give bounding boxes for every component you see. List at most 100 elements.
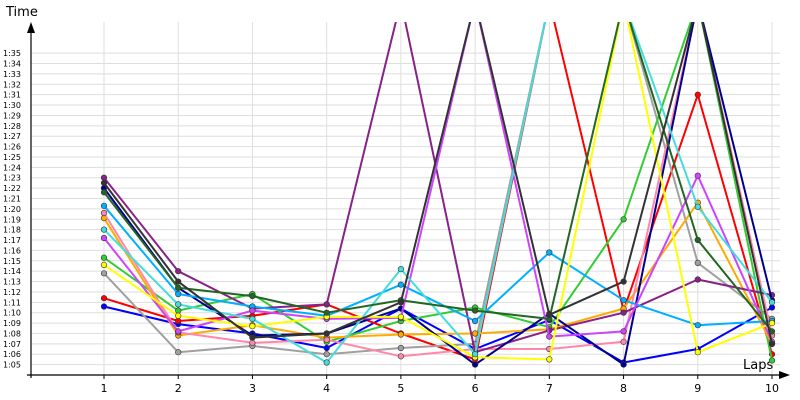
y-tick-label: 1:11 [3, 298, 21, 307]
axes: Time Laps [5, 5, 790, 379]
data-point [323, 351, 330, 358]
y-tick-label: 1:24 [3, 163, 21, 172]
y-tick-label: 1:17 [3, 236, 21, 245]
x-tick-label: 4 [323, 382, 330, 395]
data-point [175, 328, 182, 335]
data-point [472, 361, 479, 368]
data-point [397, 266, 405, 273]
data-point [100, 202, 108, 209]
y-tick-label: 1:33 [3, 70, 21, 79]
series-layer [100, 22, 776, 368]
data-point [100, 189, 108, 196]
y-tick-label: 1:31 [3, 91, 21, 100]
data-point [768, 340, 776, 348]
data-point [100, 261, 108, 269]
y-tick-label: 1:16 [3, 246, 21, 255]
data-point [249, 323, 256, 330]
x-tick-label: 6 [472, 382, 479, 395]
y-axis-arrow [27, 22, 35, 33]
series-line [103, 22, 773, 361]
data-point [175, 301, 182, 308]
data-point [397, 344, 405, 352]
y-tick-label: 1:05 [3, 361, 21, 370]
y-tick-label: 1:30 [3, 101, 21, 110]
y-tick-label: 1:06 [3, 350, 21, 359]
data-point [620, 278, 627, 285]
data-point [249, 307, 256, 314]
data-point [100, 179, 108, 186]
data-point [100, 270, 108, 277]
x-tick-label: 7 [546, 382, 553, 395]
y-tick-label: 1:09 [3, 319, 21, 328]
y-tick-label: 1:13 [3, 278, 21, 287]
y-tick-label: 1:12 [3, 288, 21, 297]
y-tick-label: 1:14 [3, 267, 21, 276]
data-point [620, 361, 627, 368]
series-14 [100, 22, 776, 348]
series-line [103, 22, 773, 333]
data-point [694, 276, 701, 283]
grid [31, 22, 780, 375]
y-tick-label: 1:34 [3, 60, 21, 69]
y-tick-label: 1:19 [3, 215, 21, 224]
data-point [175, 268, 182, 275]
y-tick-label: 1:32 [3, 80, 21, 89]
data-point [620, 297, 627, 304]
data-point [323, 309, 330, 316]
data-point [100, 295, 108, 302]
series-line [103, 22, 773, 345]
x-tick-label: 8 [620, 382, 627, 395]
series-line [103, 22, 773, 358]
x-axis-arrow [779, 371, 790, 379]
y-tick-label: 1:35 [3, 49, 21, 58]
data-point [249, 334, 256, 341]
data-point [175, 307, 182, 314]
data-point [249, 293, 256, 300]
y-tick-label: 1:27 [3, 132, 21, 141]
data-point [397, 299, 405, 306]
y-tick-label: 1:18 [3, 226, 21, 235]
data-point [397, 353, 405, 360]
y-tick-label: 1:20 [3, 205, 21, 214]
series-line [103, 305, 773, 364]
series-line [103, 22, 773, 354]
series-line [103, 22, 773, 356]
data-point [694, 322, 701, 329]
data-point [768, 299, 776, 306]
data-point [175, 278, 182, 285]
data-point [100, 234, 108, 242]
x-tick-label: 1 [101, 382, 108, 395]
data-point [323, 330, 330, 337]
y-tick-label: 1:26 [3, 143, 21, 152]
data-point [323, 336, 330, 343]
data-point [397, 281, 405, 288]
data-point [694, 203, 701, 210]
data-point [546, 356, 553, 363]
data-point [472, 317, 479, 325]
data-point [323, 301, 330, 308]
y-tick-label: 1:15 [3, 257, 21, 266]
data-point [100, 254, 108, 261]
x-tick-label: 5 [397, 382, 404, 395]
series-line [103, 205, 773, 327]
data-point [694, 91, 701, 98]
series-line [103, 22, 773, 361]
series-11 [100, 22, 776, 363]
y-tick-labels: 1:05 1:061:07 1:081:091:10 1:111:121:13 1:14… [3, 49, 21, 369]
y-tick-label: 1:10 [3, 309, 21, 318]
data-point [249, 315, 256, 323]
data-point [768, 357, 776, 364]
x-tick-label: 10 [765, 382, 779, 395]
y-tick-label: 1:08 [3, 329, 21, 338]
data-point [323, 344, 330, 352]
x-tick-labels: 1 2 3 4 5 6 7 8 9 10 [101, 375, 779, 395]
data-point [397, 331, 405, 338]
y-axis-title: Time [5, 5, 38, 20]
y-tick-label: 1:21 [3, 195, 21, 204]
series-12 [100, 22, 776, 366]
y-tick-label: 1:07 [3, 340, 21, 349]
x-tick-label: 9 [694, 382, 701, 395]
x-tick-label: 3 [249, 382, 256, 395]
data-point [546, 311, 553, 318]
